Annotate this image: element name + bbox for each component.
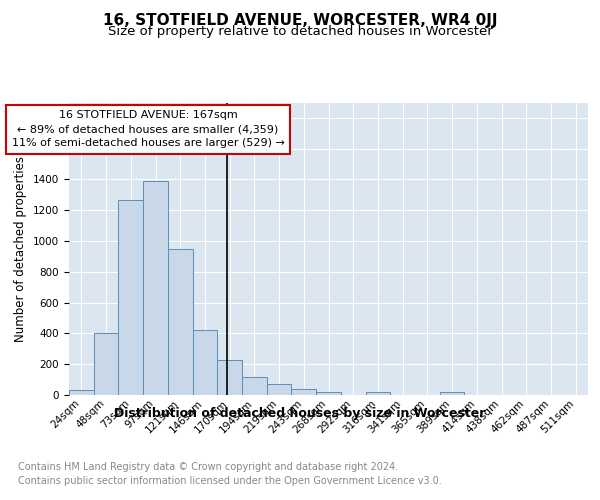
Text: Size of property relative to detached houses in Worcester: Size of property relative to detached ho… [107, 25, 493, 38]
Text: Contains public sector information licensed under the Open Government Licence v3: Contains public sector information licen… [18, 476, 442, 486]
Bar [292, 389, 316, 395]
Text: 16 STOTFIELD AVENUE: 167sqm
← 89% of detached houses are smaller (4,359)
11% of : 16 STOTFIELD AVENUE: 167sqm ← 89% of det… [11, 110, 284, 148]
Bar [316, 392, 341, 395]
Text: Contains HM Land Registry data © Crown copyright and database right 2024.: Contains HM Land Registry data © Crown c… [18, 462, 398, 472]
Bar [242, 378, 267, 395]
Bar [69, 390, 94, 395]
Y-axis label: Number of detached properties: Number of detached properties [14, 156, 28, 342]
Text: 16, STOTFIELD AVENUE, WORCESTER, WR4 0JJ: 16, STOTFIELD AVENUE, WORCESTER, WR4 0JJ [103, 12, 497, 28]
Text: Distribution of detached houses by size in Worcester: Distribution of detached houses by size … [115, 408, 485, 420]
Bar [440, 392, 464, 395]
Bar [217, 360, 242, 395]
Bar [365, 392, 390, 395]
Bar [94, 334, 118, 395]
Bar [143, 181, 168, 395]
Bar [118, 200, 143, 395]
Bar [168, 249, 193, 395]
Bar [267, 384, 292, 395]
Bar [193, 330, 217, 395]
